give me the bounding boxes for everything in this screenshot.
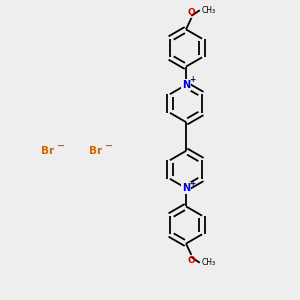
- Text: CH₃: CH₃: [201, 258, 215, 267]
- Text: N: N: [182, 183, 190, 193]
- Text: +: +: [190, 178, 196, 188]
- Text: +: +: [190, 75, 196, 84]
- Text: −: −: [105, 140, 113, 151]
- Text: −: −: [57, 140, 65, 151]
- Text: CH₃: CH₃: [201, 6, 215, 15]
- Text: O: O: [188, 8, 195, 17]
- Text: Br: Br: [89, 146, 102, 157]
- Text: N: N: [182, 80, 190, 90]
- Text: Br: Br: [41, 146, 54, 157]
- Text: O: O: [188, 256, 195, 265]
